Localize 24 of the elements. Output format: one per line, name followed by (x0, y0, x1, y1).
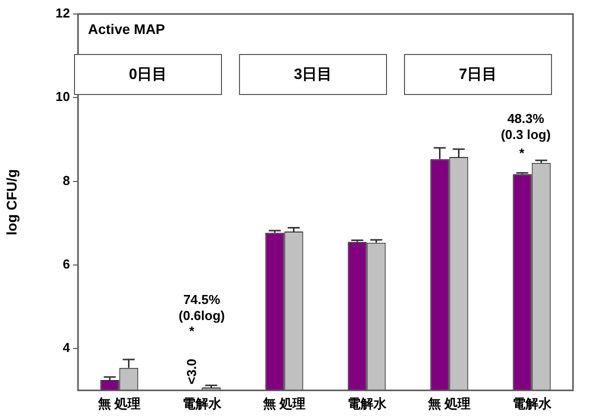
label-frame: 3日目 (239, 54, 387, 95)
y-tick-label: 4 (62, 340, 71, 356)
x-tick-label: 無 処理 (262, 396, 306, 411)
x-tick-label: 無 処理 (426, 396, 471, 411)
y-tick-label: 10 (56, 89, 70, 104)
x-tick-label: 電解水 (347, 396, 388, 411)
label-frame: 0日目 (74, 54, 222, 95)
x-tick-label: 無 処理 (96, 396, 141, 411)
x-tick-label: 電解水 (512, 396, 552, 411)
x-tick-label: 電解水 (182, 396, 222, 411)
annotation: * (189, 323, 196, 338)
text: <3.0 (184, 358, 199, 384)
y-tick-label: 6 (62, 256, 70, 272)
label-frame: 7日目 (404, 54, 552, 95)
text: Active MAP (88, 20, 166, 37)
annotation: * (519, 146, 526, 161)
y-axis-title: log CFU/g (3, 169, 20, 236)
annotation: 74.5% (0.6log) (178, 292, 225, 323)
y-tick-label: 12 (56, 6, 70, 21)
annotation: 48.3% (0.3 log) (500, 110, 551, 142)
y-tick-label: 8 (62, 172, 70, 188)
annotation: 3日目 (294, 65, 332, 84)
annotation: 7日目 (458, 65, 498, 84)
annotation: 0日目 (128, 65, 168, 84)
